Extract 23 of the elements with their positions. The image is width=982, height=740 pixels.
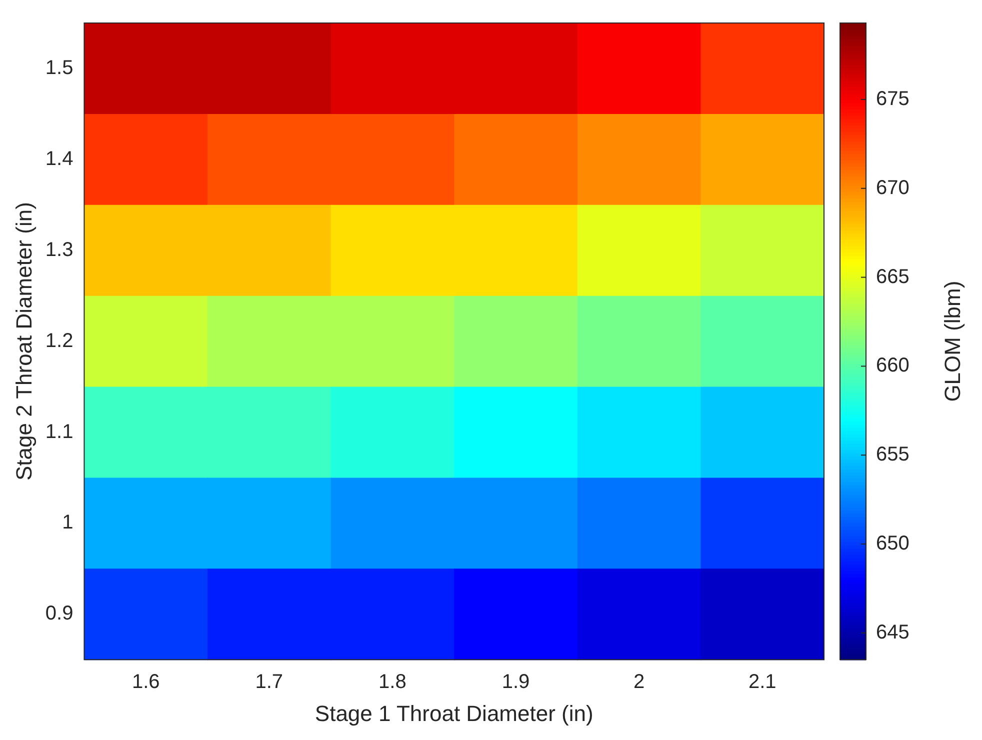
x-tick-label: 1.6 xyxy=(132,671,160,694)
y-tick-label: 1.4 xyxy=(45,148,74,170)
color-bar-label: 655 xyxy=(876,444,910,466)
color-bar-label: 660 xyxy=(876,354,910,377)
color-bar-label: 665 xyxy=(876,266,910,288)
color-bar-label: 670 xyxy=(876,176,910,199)
color-bar-title: GLOM (lbm) xyxy=(940,280,966,402)
y-tick-label: 0.9 xyxy=(45,602,74,625)
color-bar-label: 645 xyxy=(876,621,910,644)
x-tick-label: 1.8 xyxy=(378,671,406,694)
x-tick-label: 2.1 xyxy=(748,671,776,694)
y-tick-label: 1.5 xyxy=(45,56,74,79)
y-axis-title: Stage 2 Throat Diameter (in) xyxy=(11,202,36,480)
color-bar-label: 675 xyxy=(876,88,910,110)
y-tick-label: 1 xyxy=(62,512,74,534)
x-axis-title: Stage 1 Throat Diameter (in) xyxy=(314,700,594,726)
y-tick-label: 1.3 xyxy=(45,238,74,261)
color-bar-label: 650 xyxy=(876,532,910,555)
x-tick-label: 1.7 xyxy=(255,671,284,694)
x-tick-label: 1.9 xyxy=(502,671,530,694)
x-tick-label: 2 xyxy=(633,671,645,694)
y-tick-label: 1.1 xyxy=(45,420,74,443)
y-tick-label: 1.2 xyxy=(45,330,74,352)
